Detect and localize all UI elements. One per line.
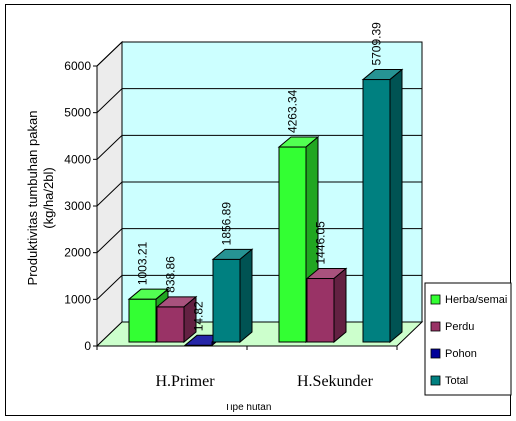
bar-side-perdu-1	[333, 267, 347, 344]
gridline	[96, 181, 422, 207]
gridline	[96, 88, 422, 114]
legend-swatch	[430, 348, 441, 359]
y-tick-label: 2000	[64, 246, 91, 260]
data-label: 1003.21	[136, 241, 150, 285]
legend-swatch	[430, 321, 441, 332]
data-label: 4263.34	[286, 89, 300, 133]
legend-label: Pohon	[445, 348, 477, 360]
y-axis-title: (kg/ha/2bl)	[41, 167, 56, 228]
legend-swatch	[430, 375, 441, 386]
gridline	[96, 41, 422, 67]
gridline	[96, 134, 422, 160]
bar-front-perdu-0	[156, 306, 185, 343]
y-tick-label: 3000	[64, 199, 91, 213]
data-label: 1446.05	[314, 221, 328, 265]
gridline	[96, 228, 422, 254]
y-tick-label: 4000	[64, 152, 91, 166]
data-label: 14.82	[192, 301, 206, 331]
bar-side-total-1	[389, 68, 403, 344]
bar-side-perdu-0	[183, 295, 197, 344]
category-label: H.Sekunder	[297, 373, 374, 390]
y-tick-label: 0	[84, 339, 91, 353]
bar-front-perdu-1	[306, 278, 335, 343]
bar-front-total-1	[362, 79, 391, 343]
legend-label: Perdu	[445, 321, 474, 333]
category-label: H.Primer	[155, 373, 215, 390]
legend-label: Total	[445, 375, 468, 387]
y-tick-label: 6000	[64, 59, 91, 73]
data-label: 838.86	[164, 256, 178, 293]
bar-side-total-0	[239, 248, 253, 344]
data-label: 5709.39	[370, 22, 384, 66]
legend-swatch	[430, 294, 441, 305]
y-axis-title: Produktivitas tumbuhan pakan	[25, 111, 40, 286]
bar-front-total-0	[212, 258, 241, 343]
legend-label: Herba/semai	[445, 294, 507, 306]
bar-front-herba-semai-1	[278, 146, 307, 343]
x-axis-title: Tipe hutan	[225, 402, 272, 413]
y-tick-label: 1000	[64, 292, 91, 306]
x-axis-title-cover	[200, 397, 300, 404]
data-label: 1856.89	[220, 202, 234, 246]
y-tick-label: 5000	[64, 106, 91, 120]
bar-front-herba-semai-0	[128, 298, 157, 343]
